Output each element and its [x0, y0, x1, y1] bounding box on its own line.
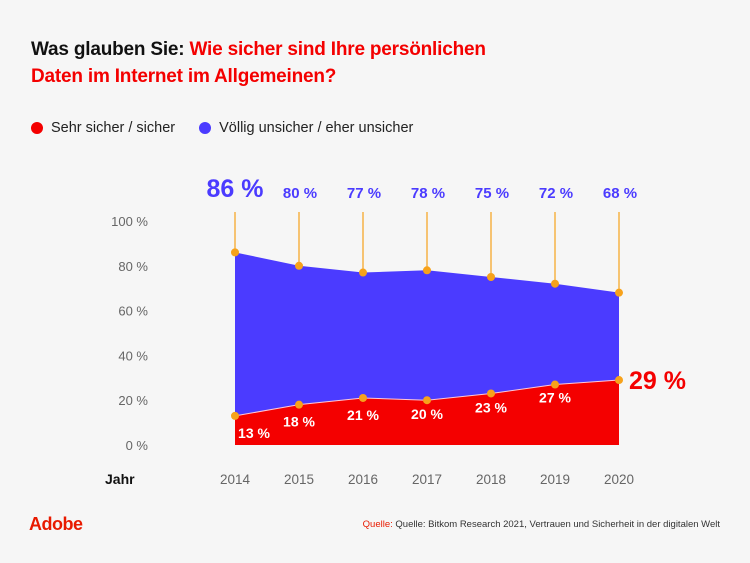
title-prefix: Was glauben Sie: [31, 39, 190, 60]
data-label-safe: 29 % [629, 367, 686, 395]
x-tick-label: 2020 [604, 472, 634, 487]
adobe-logo: Adobe [29, 514, 83, 534]
data-label-unsafe: 78 % [411, 185, 445, 202]
data-label-safe: 23 % [475, 399, 507, 415]
data-label-unsafe: 75 % [475, 185, 509, 202]
data-label-safe: 20 % [411, 406, 443, 422]
data-point-marker [487, 273, 495, 281]
source-label: Quelle: [362, 519, 393, 530]
data-point-marker [231, 411, 239, 420]
data-point-marker [295, 261, 303, 270]
y-tick-label: 80 % [118, 259, 148, 274]
legend-label-safe: Sehr sicher / sicher [51, 120, 176, 136]
legend: Sehr sicher / sicher Völlig unsicher / e… [31, 120, 437, 136]
data-point-marker [359, 393, 367, 402]
x-tick-label: 2015 [284, 472, 314, 487]
area-safe [235, 380, 619, 445]
data-label-safe: 21 % [347, 407, 379, 423]
y-tick-label: 100 % [111, 214, 148, 229]
title-accent-line1: Wie sicher sind Ihre persönlichen [189, 39, 486, 60]
y-tick-label: 40 % [118, 348, 148, 363]
area-layer [234, 252, 620, 445]
data-point-marker [487, 389, 495, 398]
chart-title: Was glauben Sie: Wie sicher sind Ihre pe… [31, 36, 486, 90]
x-tick-label: 2018 [476, 472, 506, 487]
legend-dot-unsafe-icon [199, 122, 212, 134]
data-point-marker [231, 248, 239, 257]
y-tick-label: 20 % [118, 393, 148, 408]
x-axis: Jahr 2014 2015 2016 2017 2018 2019 2020 [105, 471, 634, 487]
data-label-unsafe: 80 % [283, 185, 317, 202]
data-label-unsafe: 86 % [207, 175, 264, 203]
data-point-marker [359, 268, 367, 277]
x-tick-label: 2017 [412, 472, 442, 487]
data-label-unsafe: 72 % [539, 185, 573, 202]
data-point-marker [551, 380, 559, 389]
source-text: Quelle: Bitkom Research 2021, Vertrauen … [392, 519, 720, 530]
data-point-marker [423, 396, 431, 405]
data-point-marker [423, 266, 431, 275]
y-tick-label: 0 % [126, 438, 149, 453]
legend-dot-safe-icon [31, 122, 43, 134]
source-note: Quelle: Quelle: Bitkom Research 2021, Ve… [363, 519, 720, 530]
data-label-layer: 86 % 80 % 77 % 78 % 75 % 72 % 68 % 13 % 18 % 21 %… [207, 175, 686, 441]
data-label-unsafe: 68 % [603, 185, 637, 202]
marker-layer [231, 248, 623, 420]
title-accent-line2: Daten im Internet im Allgemeinen? [31, 66, 337, 87]
x-tick-label: 2016 [348, 472, 378, 487]
x-tick-label: 2014 [220, 472, 251, 487]
x-axis-title: Jahr [105, 471, 135, 487]
y-axis: 0 % 20 % 40 % 60 % 80 % 100 % [111, 214, 148, 453]
stem-layer [234, 212, 620, 293]
data-point-marker [615, 376, 623, 385]
legend-item-unsafe: Völlig unsicher / eher unsicher [199, 120, 413, 136]
legend-label-unsafe: Völlig unsicher / eher unsicher [219, 120, 414, 136]
data-label-safe: 13 % [238, 425, 270, 441]
data-point-marker [551, 279, 559, 288]
x-tick-label: 2019 [540, 472, 570, 487]
data-point-marker [295, 400, 303, 409]
data-label-unsafe: 77 % [347, 185, 381, 202]
legend-item-safe: Sehr sicher / sicher [31, 120, 175, 136]
data-label-safe: 27 % [539, 390, 571, 406]
data-point-marker [615, 288, 623, 297]
y-tick-label: 60 % [118, 304, 148, 319]
data-label-safe: 18 % [283, 414, 315, 430]
